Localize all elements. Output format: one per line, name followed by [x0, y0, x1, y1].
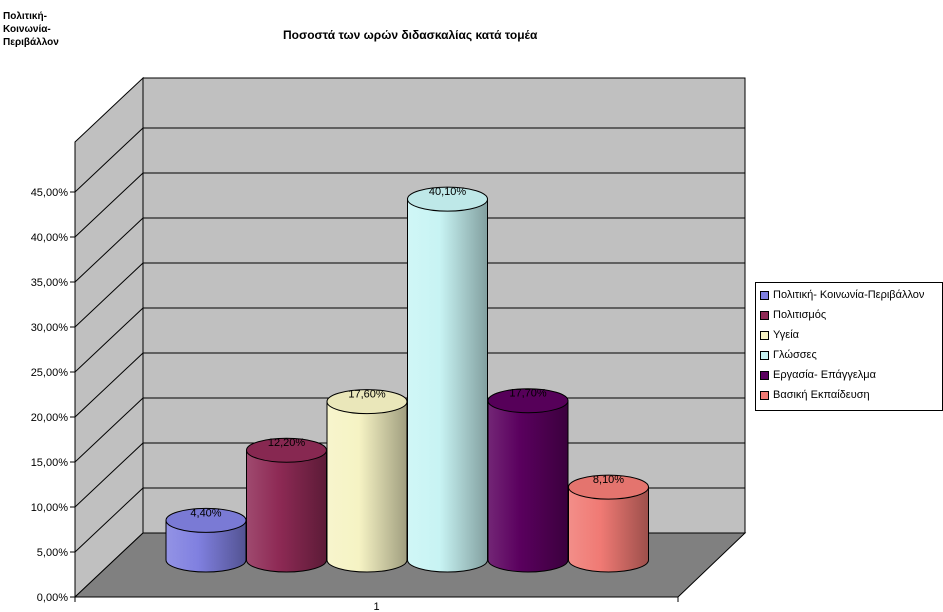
- legend-label: Πολιτική- Κοινωνία-Περιβάλλον: [773, 289, 925, 301]
- y-tick-label: 35,00%: [31, 277, 69, 289]
- legend-item: Γλώσσες: [760, 346, 817, 364]
- legend-swatch: [760, 390, 769, 400]
- bar-body: [246, 449, 327, 573]
- bar-body: [326, 401, 408, 573]
- x-category-label: 1: [373, 601, 379, 612]
- bar-cylinder: [487, 388, 569, 573]
- legend: Πολιτική- Κοινωνία-Περιβάλλον Πολιτισμός Υ…: [755, 282, 943, 411]
- y-tick-label: 15,00%: [31, 457, 69, 469]
- gridline-side: [74, 487, 144, 553]
- data-label: 40,10%: [429, 186, 467, 198]
- legend-label: Υγεία: [773, 329, 800, 341]
- y-tick-label: 20,00%: [31, 412, 69, 424]
- data-label: 12,20%: [268, 437, 306, 449]
- gridline-side: [74, 127, 144, 193]
- legend-item: Υγεία: [760, 326, 799, 344]
- data-label: 4,40%: [190, 507, 221, 519]
- gridline-side: [74, 217, 144, 283]
- gridline-side: [74, 397, 144, 463]
- bar-cylinder: [568, 474, 649, 573]
- bar-cylinder: [165, 507, 247, 573]
- bar-cylinder: [407, 186, 488, 573]
- data-label: 17,60%: [348, 389, 386, 401]
- side-wall: [74, 76, 144, 599]
- legend-item: Πολιτική- Κοινωνία-Περιβάλλον: [760, 286, 924, 304]
- bar-top: [407, 186, 488, 212]
- legend-item: Πολιτισμός: [760, 306, 826, 324]
- bar-cylinder: [246, 437, 327, 573]
- gridline-side: [74, 442, 144, 508]
- y-tick-label: 40,00%: [31, 232, 69, 244]
- bar-body: [568, 486, 649, 573]
- corner-label: Πολιτική- Κοινωνία- Περιβάλλον: [3, 11, 59, 48]
- y-tick-label: 30,00%: [31, 322, 69, 334]
- bar-body: [487, 400, 569, 573]
- bar-body: [165, 519, 247, 573]
- y-tick-label: 0,00%: [37, 592, 68, 604]
- legend-swatch: [760, 330, 769, 340]
- gridline-side: [74, 352, 144, 418]
- bar-body: [407, 198, 488, 573]
- gridline-side: [74, 172, 144, 238]
- legend-swatch: [760, 290, 769, 300]
- legend-item: Βασική Εκπαίδευση: [760, 386, 870, 404]
- legend-item: Εργασία- Επάγγελμα: [760, 366, 876, 384]
- legend-label: Γλώσσες: [773, 349, 817, 361]
- gridline-side: [74, 262, 144, 328]
- y-tick-label: 10,00%: [31, 502, 69, 514]
- legend-swatch: [760, 310, 769, 320]
- data-label: 17,70%: [509, 388, 547, 400]
- y-tick-label: 25,00%: [31, 367, 69, 379]
- legend-label: Βασική Εκπαίδευση: [773, 389, 870, 401]
- bar-top: [568, 474, 649, 500]
- y-tick-label: 5,00%: [37, 547, 68, 559]
- gridline-side: [74, 307, 144, 373]
- legend-swatch: [760, 350, 769, 360]
- y-tick-label: 45,00%: [31, 187, 69, 199]
- bar-top: [487, 388, 569, 414]
- data-label: 8,10%: [593, 474, 624, 486]
- bar-cylinder: [326, 389, 408, 573]
- legend-label: Πολιτισμός: [773, 309, 827, 321]
- legend-swatch: [760, 370, 769, 380]
- chart-title: Ποσοστά των ωρών διδασκαλίας κατά τομέα: [283, 28, 538, 42]
- legend-label: Εργασία- Επάγγελμα: [773, 369, 876, 381]
